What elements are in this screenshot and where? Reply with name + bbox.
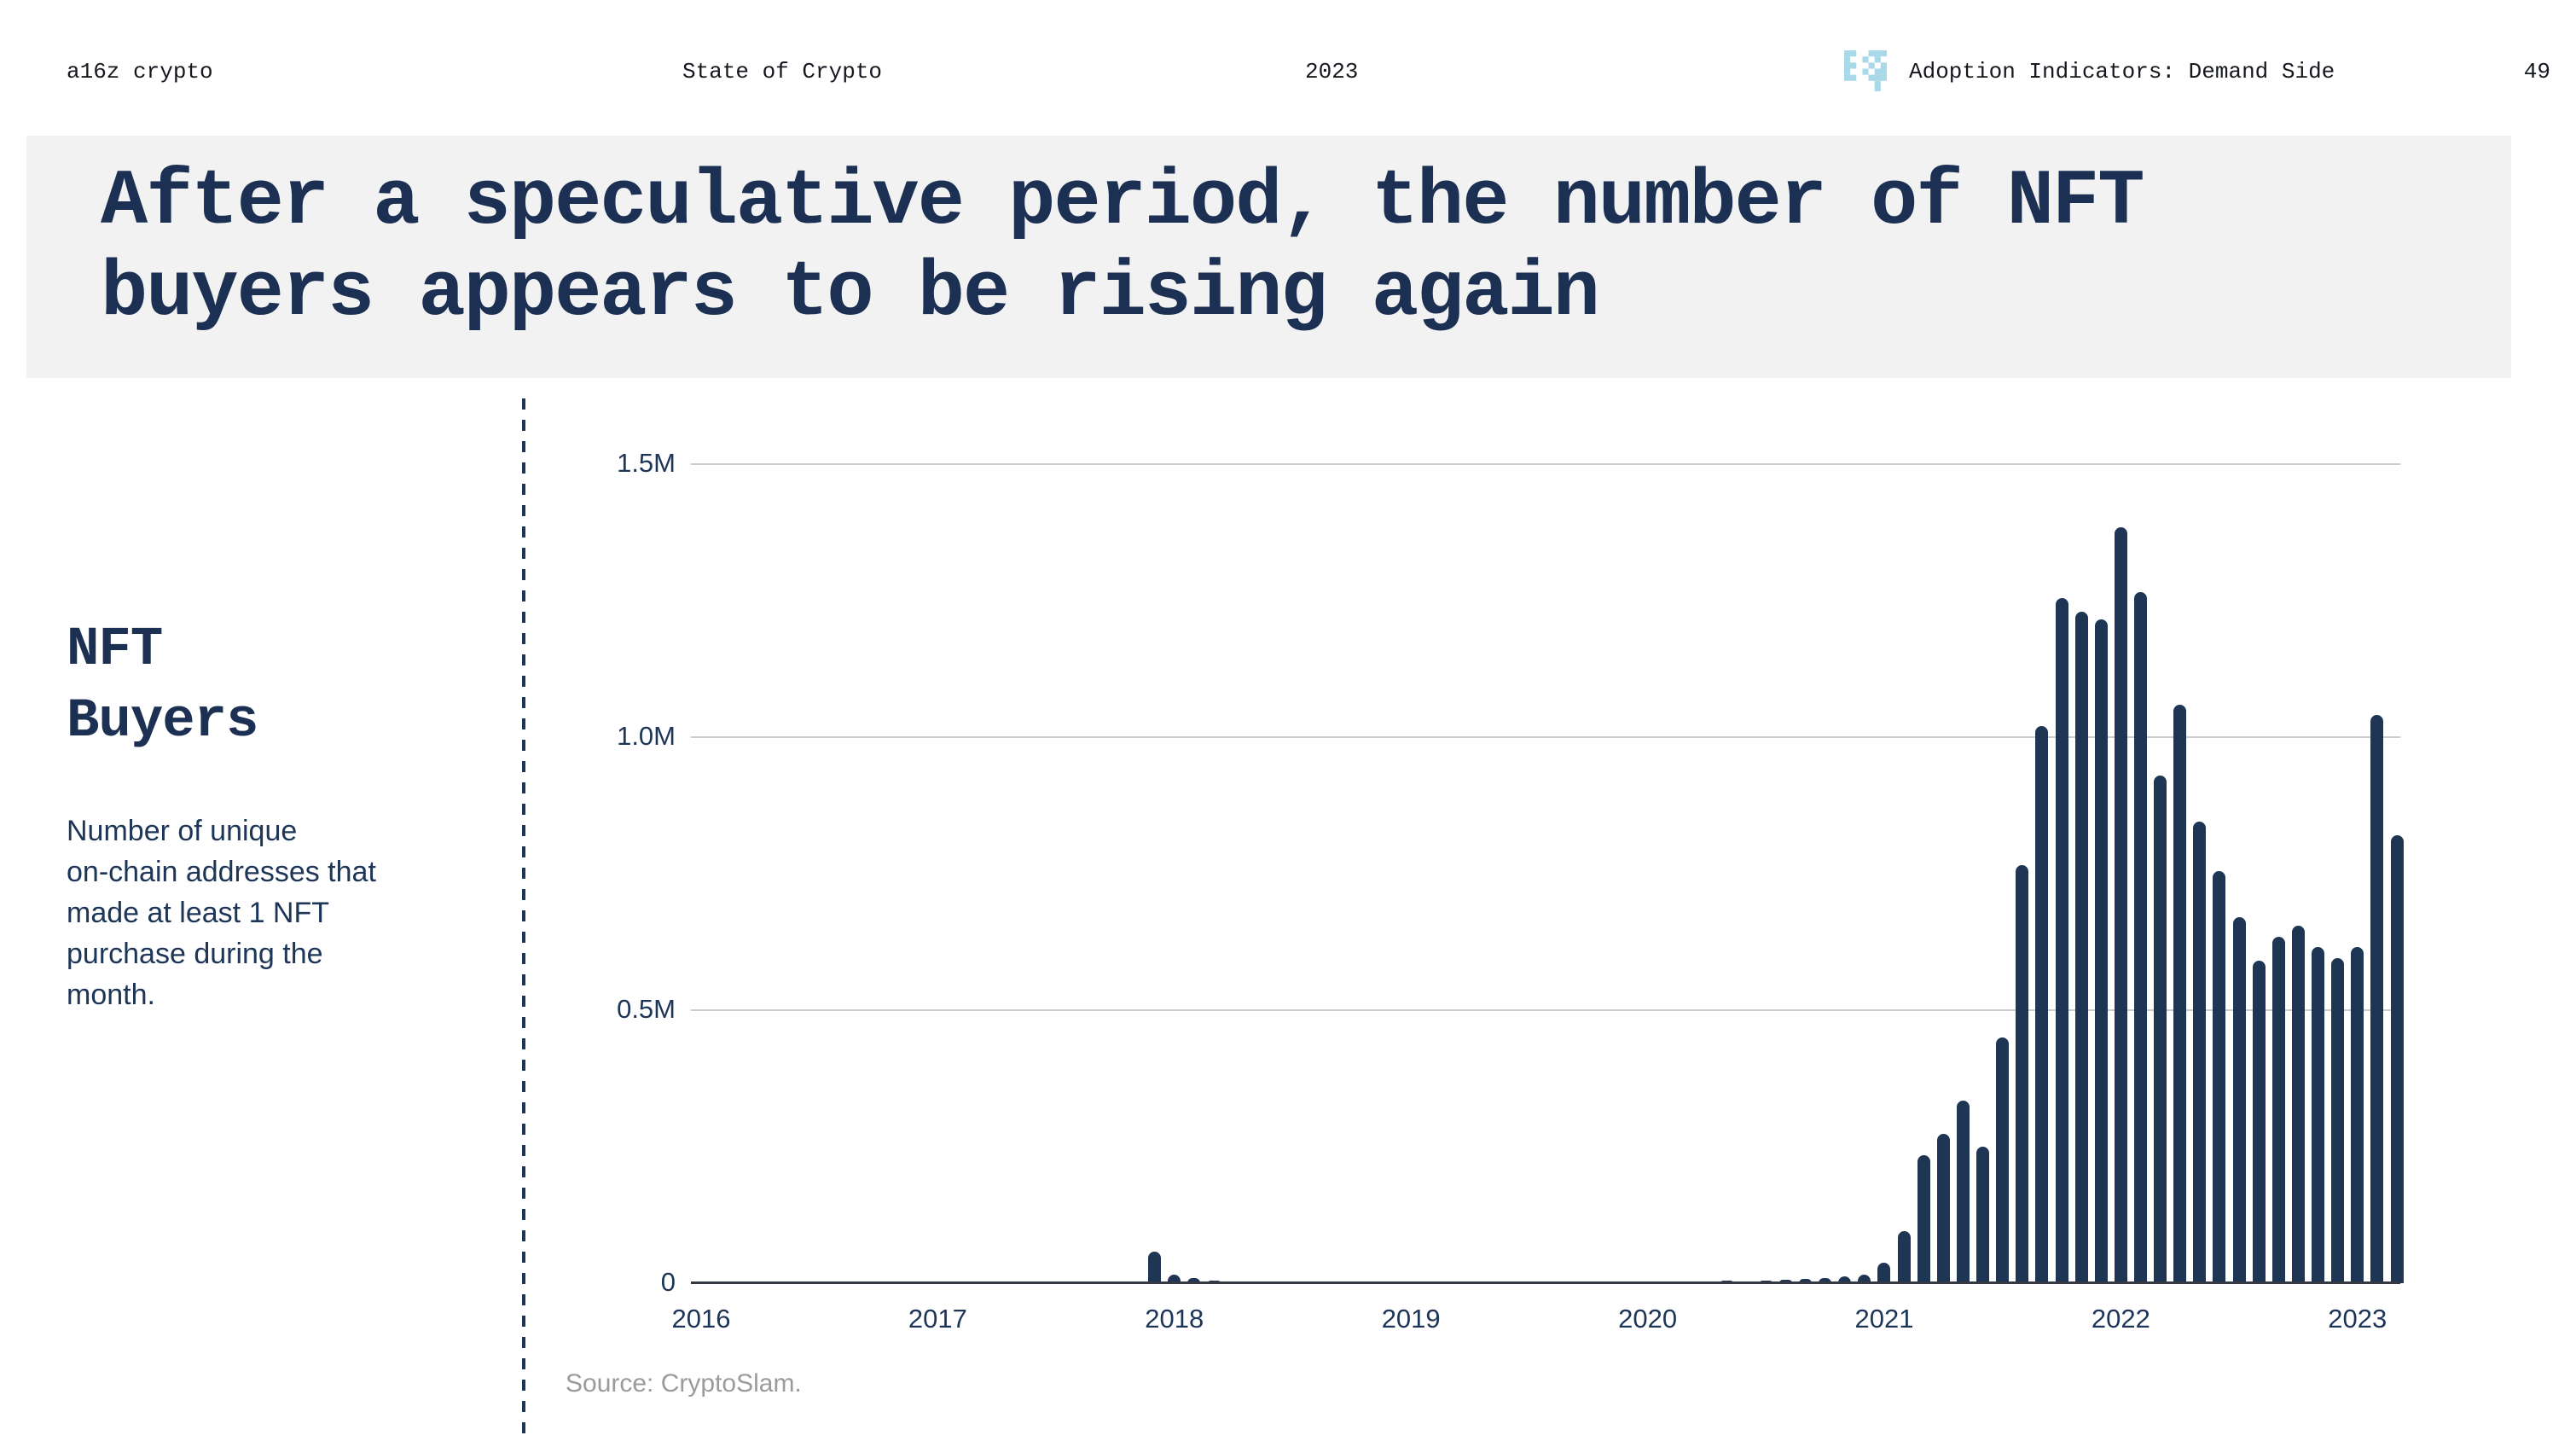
- bar-2021-06: [1976, 1147, 1990, 1283]
- bar-2021-01: [1877, 1262, 1891, 1283]
- x-axis-label-2022: 2022: [2091, 1304, 2150, 1334]
- header-brand: a16z crypto: [67, 59, 213, 84]
- bar-2022-07: [2232, 917, 2246, 1283]
- y-axis-label-1.5M: 1.5M: [617, 448, 676, 478]
- bar-2021-09: [2035, 726, 2049, 1283]
- bar-2022-10: [2291, 925, 2305, 1283]
- bar-2022-06: [2213, 870, 2226, 1283]
- chart-description: Number of unique on-chain addresses that…: [67, 815, 376, 1011]
- bar-2018-02: [1187, 1278, 1201, 1283]
- bar-2020-10: [1819, 1278, 1832, 1283]
- logo-pixels: [1844, 50, 1887, 91]
- title-band: [26, 136, 2511, 378]
- x-axis-line: [691, 1281, 2400, 1284]
- header-report-title: State of Crypto: [682, 59, 883, 84]
- bar-2022-05: [2193, 822, 2207, 1283]
- y-axis-label-0.5M: 0.5M: [617, 994, 676, 1024]
- bar-2022-11: [2312, 947, 2325, 1283]
- bar-2018-01: [1168, 1274, 1181, 1283]
- bar-2022-01: [2114, 526, 2127, 1283]
- bar-2022-12: [2331, 958, 2345, 1283]
- bar-2021-03: [1917, 1154, 1930, 1283]
- bar-2022-04: [2173, 704, 2187, 1283]
- x-axis-label-2021: 2021: [1854, 1304, 1914, 1334]
- x-axis-label-2018: 2018: [1145, 1304, 1204, 1334]
- page-number: 49: [2523, 59, 2550, 84]
- bar-2021-11: [2074, 611, 2088, 1283]
- x-axis-label-2023: 2023: [2328, 1304, 2387, 1334]
- bar-2020-09: [1799, 1278, 1812, 1283]
- bar-2021-07: [1996, 1037, 2010, 1283]
- y-axis-label-1.0M: 1.0M: [617, 721, 676, 751]
- x-axis-label-2020: 2020: [1618, 1304, 1678, 1334]
- bar-2022-08: [2252, 961, 2266, 1283]
- bar-2021-05: [1956, 1100, 1970, 1283]
- bar-2022-03: [2154, 775, 2167, 1283]
- bar-2023-03: [2390, 835, 2404, 1283]
- x-axis-label-2017: 2017: [908, 1304, 967, 1334]
- header-year: 2023: [1305, 59, 1359, 84]
- bar-2017-12: [1148, 1251, 1162, 1283]
- bar-2020-11: [1838, 1276, 1852, 1283]
- bar-2021-12: [2094, 619, 2108, 1283]
- gridline-0.5M: [691, 1009, 2400, 1011]
- bar-2021-02: [1897, 1231, 1911, 1283]
- bar-2023-02: [2370, 715, 2384, 1283]
- x-axis-label-2016: 2016: [671, 1304, 731, 1334]
- x-axis-label-2019: 2019: [1381, 1304, 1441, 1334]
- bar-2021-04: [1936, 1134, 1950, 1283]
- dashed-divider: [522, 398, 525, 1440]
- bar-2023-01: [2351, 947, 2364, 1283]
- bar-2021-10: [2055, 597, 2068, 1283]
- gridline-1.0M: [691, 736, 2400, 738]
- bar-2021-08: [2016, 865, 2029, 1283]
- logo-icon: [1844, 50, 1887, 91]
- bar-2022-02: [2133, 592, 2147, 1283]
- bar-2022-09: [2271, 936, 2285, 1283]
- gridline-1.5M: [691, 463, 2400, 465]
- bar-2020-12: [1858, 1274, 1871, 1283]
- slide-title: After a speculative period, the number o…: [101, 157, 2144, 338]
- chart-heading: NFT Buyers: [67, 619, 258, 753]
- y-axis-label-0: 0: [660, 1267, 676, 1297]
- source-note: Source: CryptoSlam.: [566, 1369, 802, 1398]
- header-section: Adoption Indicators: Demand Side: [1909, 59, 2335, 84]
